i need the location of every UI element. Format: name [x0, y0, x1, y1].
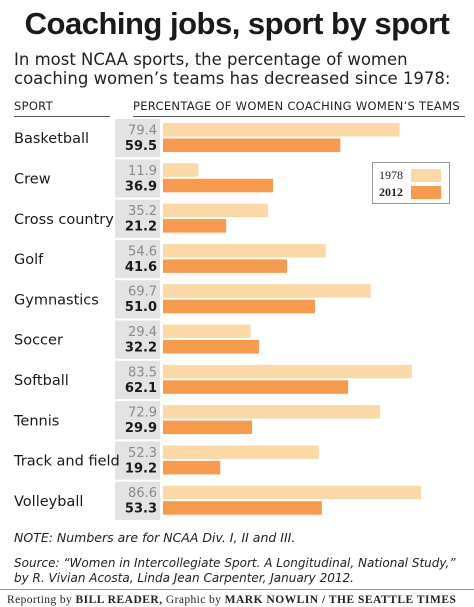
category-label-track-and-field: Track and field [13, 454, 120, 470]
data-label-1978-tennis: 72.9 [128, 406, 157, 421]
data-label-1978-basketball: 79.4 [128, 124, 157, 139]
category-label-crew: Crew [14, 171, 51, 187]
data-label-1978-cross-country: 35.2 [128, 204, 157, 219]
value-shade-gymnastics [115, 280, 160, 319]
category-label-basketball: Basketball [14, 131, 89, 147]
bar-1978-softball [163, 364, 412, 379]
data-label-2012-crew: 36.9 [125, 179, 157, 194]
bar-1978-track-and-field [163, 445, 319, 459]
value-shade-basketball [115, 119, 160, 158]
value-shade-volleyball [115, 481, 160, 520]
data-label-1978-volleyball: 86.6 [128, 486, 157, 501]
chart-note: NOTE: Numbers are for NCAA Div. I, II an… [14, 530, 296, 545]
category-label-cross-country: Cross country [14, 212, 114, 228]
data-label-2012-gymnastics: 51.0 [125, 300, 157, 315]
bar-2012-golf [163, 259, 287, 273]
legend-label-1978: 1978 [379, 168, 403, 182]
bar-1978-volleyball [163, 485, 422, 500]
value-shade-softball [115, 360, 160, 400]
bar-1978-tennis [163, 405, 381, 419]
category-label-volleyball: Volleyball [14, 494, 83, 510]
data-label-1978-soccer: 29.4 [128, 325, 157, 340]
legend: 1978 2012 [372, 162, 450, 204]
data-label-2012-volleyball: 53.3 [125, 502, 157, 517]
legend-label-2012: 2012 [379, 185, 403, 199]
credit-rule [0, 589, 474, 590]
data-label-2012-cross-country: 21.2 [125, 220, 157, 235]
chart-title: Coaching jobs, sport by sport [24, 6, 450, 41]
bar-chart: Basketball 79.459.5 Crew 11.936.9 Cross coun… [13, 119, 422, 520]
data-label-1978-golf: 54.6 [128, 244, 157, 259]
data-label-2012-soccer: 32.2 [125, 341, 157, 356]
data-label-1978-crew: 11.9 [128, 164, 157, 179]
data-label-2012-golf: 41.6 [125, 260, 157, 275]
data-label-2012-track-and-field: 19.2 [125, 461, 157, 476]
chart-source: Source: “Women in Intercollegiate Sport.… [14, 556, 456, 585]
data-label-1978-gymnastics: 69.7 [128, 285, 157, 300]
bar-1978-golf [163, 243, 326, 258]
credit-graphic-prefix: Graphic by [165, 594, 222, 606]
category-label-soccer: Soccer [14, 333, 63, 349]
value-shade-soccer [115, 320, 160, 359]
data-label-1978-track-and-field: 52.3 [128, 446, 157, 461]
bar-1978-soccer [163, 324, 251, 338]
data-label-1978-softball: 83.5 [128, 365, 157, 380]
bar-2012-gymnastics [163, 299, 315, 314]
bar-2012-basketball [163, 138, 341, 152]
credit-reporting-prefix: Reporting by [7, 594, 73, 606]
legend-swatch-1978 [411, 169, 441, 182]
bar-2012-tennis [163, 420, 253, 435]
category-label-gymnastics: Gymnastics [14, 292, 99, 308]
bar-2012-volleyball [163, 501, 322, 515]
bar-2012-cross-country [163, 219, 227, 233]
value-shade-golf [115, 239, 160, 279]
bar-2012-track-and-field [163, 460, 221, 475]
credit-line: Reporting by BILL READER, Graphic by MAR… [7, 594, 456, 606]
data-label-2012-basketball: 59.5 [125, 139, 157, 154]
category-label-tennis: Tennis [13, 413, 59, 429]
credit-reporter: BILL READER, [75, 594, 163, 606]
bar-2012-soccer [163, 340, 259, 354]
percentage-header-rule [133, 116, 465, 117]
value-shade-tennis [115, 401, 160, 440]
bar-1978-crew [163, 163, 199, 177]
value-shade-cross-country [115, 199, 160, 238]
value-shade-crew [115, 159, 160, 198]
chart-subtitle: In most NCAA sports, the percentage of w… [14, 50, 451, 88]
sport-header-rule [14, 116, 110, 117]
credit-graphic: MARK NOWLIN / THE SEATTLE TIMES [224, 594, 457, 606]
bar-2012-softball [163, 380, 349, 394]
data-label-2012-tennis: 29.9 [125, 421, 157, 436]
sport-column-header: SPORT [14, 99, 53, 113]
legend-swatch-2012 [411, 186, 441, 199]
percentage-column-header: PERCENTAGE OF WOMEN COACHING WOMEN’S TEA… [133, 99, 460, 113]
bar-1978-gymnastics [163, 284, 371, 298]
bar-1978-cross-country [163, 203, 268, 218]
bar-2012-crew [163, 178, 273, 193]
bar-1978-basketball [163, 123, 400, 137]
value-shade-track-and-field [115, 441, 160, 480]
category-label-softball: Softball [14, 373, 69, 389]
data-label-2012-softball: 62.1 [125, 381, 157, 396]
category-label-golf: Golf [14, 252, 44, 268]
